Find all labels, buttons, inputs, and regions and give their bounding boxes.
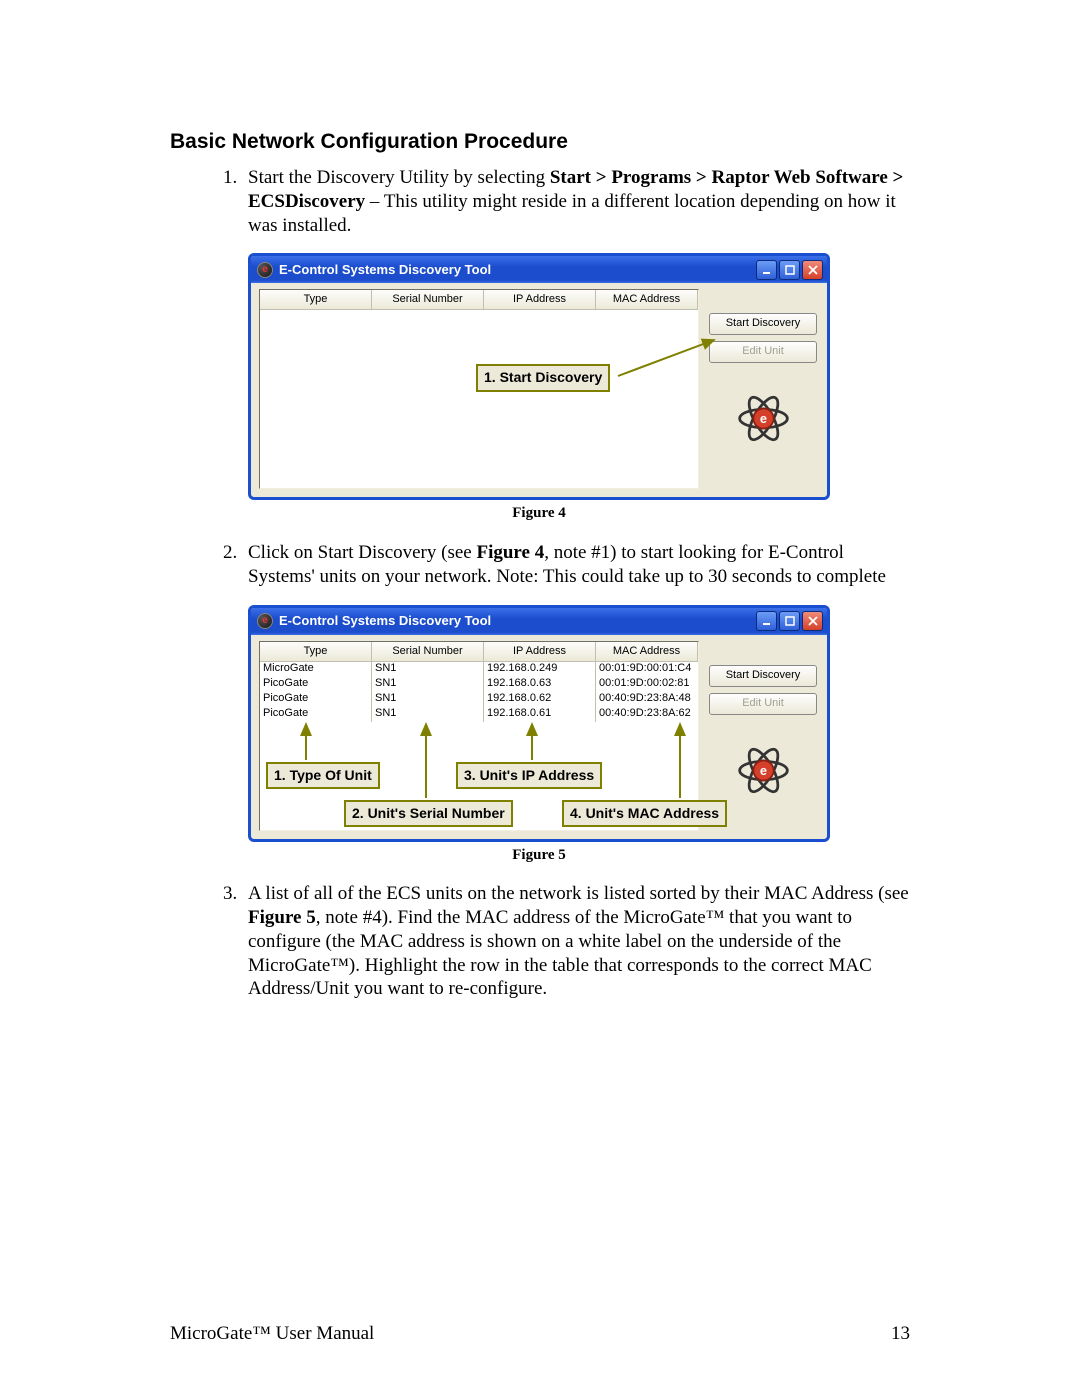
section-heading: Basic Network Configuration Procedure	[170, 130, 910, 154]
edit-unit-button[interactable]: Edit Unit	[709, 341, 817, 363]
figure5-window: e E-Control Systems Discovery Tool Type	[248, 605, 830, 842]
footer-left: MicroGate™ User Manual	[170, 1323, 374, 1345]
step2-text-a: Click on Start Discovery (see	[248, 542, 476, 563]
step3-text-b: , note #4). Find the MAC address of the …	[248, 907, 872, 999]
cell-sn: SN1	[372, 707, 484, 722]
callout-start-discovery: 1. Start Discovery	[476, 364, 610, 392]
col-type: Type	[260, 290, 372, 310]
figure4-window: e E-Control Systems Discovery Tool Type	[248, 253, 830, 500]
col-type: Type	[260, 642, 372, 662]
cell-type: PicoGate	[260, 677, 372, 692]
close-button[interactable]	[802, 260, 823, 280]
cell-type: PicoGate	[260, 692, 372, 707]
cell-type: PicoGate	[260, 707, 372, 722]
minimize-button[interactable]	[756, 611, 777, 631]
step-1: Start the Discovery Utility by selecting…	[242, 166, 910, 523]
cell-mac: 00:40:9D:23:8A:48	[596, 692, 698, 707]
logo-icon: e	[736, 391, 791, 446]
titlebar: e E-Control Systems Discovery Tool	[251, 256, 827, 283]
table-row[interactable]: PicoGate SN1 192.168.0.63 00:01:9D:00:02…	[260, 677, 698, 692]
cell-ip: 192.168.0.62	[484, 692, 596, 707]
footer-page: 13	[891, 1323, 910, 1345]
maximize-button[interactable]	[779, 260, 800, 280]
callout-type: 1. Type Of Unit	[266, 762, 380, 790]
cell-mac: 00:40:9D:23:8A:62	[596, 707, 698, 722]
list-header: Type Serial Number IP Address MAC Addres…	[260, 290, 698, 310]
cell-sn: SN1	[372, 692, 484, 707]
col-mac: MAC Address	[596, 290, 698, 310]
col-sn: Serial Number	[372, 642, 484, 662]
col-mac: MAC Address	[596, 642, 698, 662]
step2-bold: Figure 4	[476, 542, 544, 563]
step3-bold: Figure 5	[248, 907, 316, 928]
start-discovery-button[interactable]: Start Discovery	[709, 665, 817, 687]
step1-text-a: Start the Discovery Utility by selecting	[248, 167, 550, 188]
logo-icon: e	[736, 743, 791, 798]
cell-ip: 192.168.0.61	[484, 707, 596, 722]
device-list[interactable]: Type Serial Number IP Address MAC Addres…	[259, 289, 699, 489]
table-row[interactable]: MicroGate SN1 192.168.0.249 00:01:9D:00:…	[260, 662, 698, 677]
step-3: A list of all of the ECS units on the ne…	[242, 882, 910, 1001]
col-ip: IP Address	[484, 290, 596, 310]
app-icon: e	[257, 613, 273, 629]
table-row[interactable]: PicoGate SN1 192.168.0.61 00:40:9D:23:8A…	[260, 707, 698, 722]
maximize-button[interactable]	[779, 611, 800, 631]
cell-type: MicroGate	[260, 662, 372, 677]
cell-ip: 192.168.0.249	[484, 662, 596, 677]
titlebar: e E-Control Systems Discovery Tool	[251, 608, 827, 635]
step-2: Click on Start Discovery (see Figure 4, …	[242, 541, 910, 864]
col-ip: IP Address	[484, 642, 596, 662]
cell-mac: 00:01:9D:00:01:C4	[596, 662, 698, 677]
cell-sn: SN1	[372, 662, 484, 677]
callout-sn: 2. Unit's Serial Number	[344, 800, 513, 828]
svg-text:e: e	[759, 411, 766, 426]
callout-mac: 4. Unit's MAC Address	[562, 800, 727, 828]
figure4-caption: Figure 4	[248, 504, 830, 523]
cell-mac: 00:01:9D:00:02:81	[596, 677, 698, 692]
close-button[interactable]	[802, 611, 823, 631]
minimize-button[interactable]	[756, 260, 777, 280]
list-header: Type Serial Number IP Address MAC Addres…	[260, 642, 698, 662]
callout-ip: 3. Unit's IP Address	[456, 762, 602, 790]
app-icon: e	[257, 262, 273, 278]
window-title: E-Control Systems Discovery Tool	[279, 613, 750, 629]
cell-ip: 192.168.0.63	[484, 677, 596, 692]
col-sn: Serial Number	[372, 290, 484, 310]
table-row[interactable]: PicoGate SN1 192.168.0.62 00:40:9D:23:8A…	[260, 692, 698, 707]
edit-unit-button[interactable]: Edit Unit	[709, 693, 817, 715]
start-discovery-button[interactable]: Start Discovery	[709, 313, 817, 335]
window-title: E-Control Systems Discovery Tool	[279, 262, 750, 278]
cell-sn: SN1	[372, 677, 484, 692]
step3-text-a: A list of all of the ECS units on the ne…	[248, 883, 909, 904]
svg-text:e: e	[759, 763, 766, 778]
device-list[interactable]: Type Serial Number IP Address MAC Addres…	[259, 641, 699, 831]
figure5-caption: Figure 5	[248, 846, 830, 865]
